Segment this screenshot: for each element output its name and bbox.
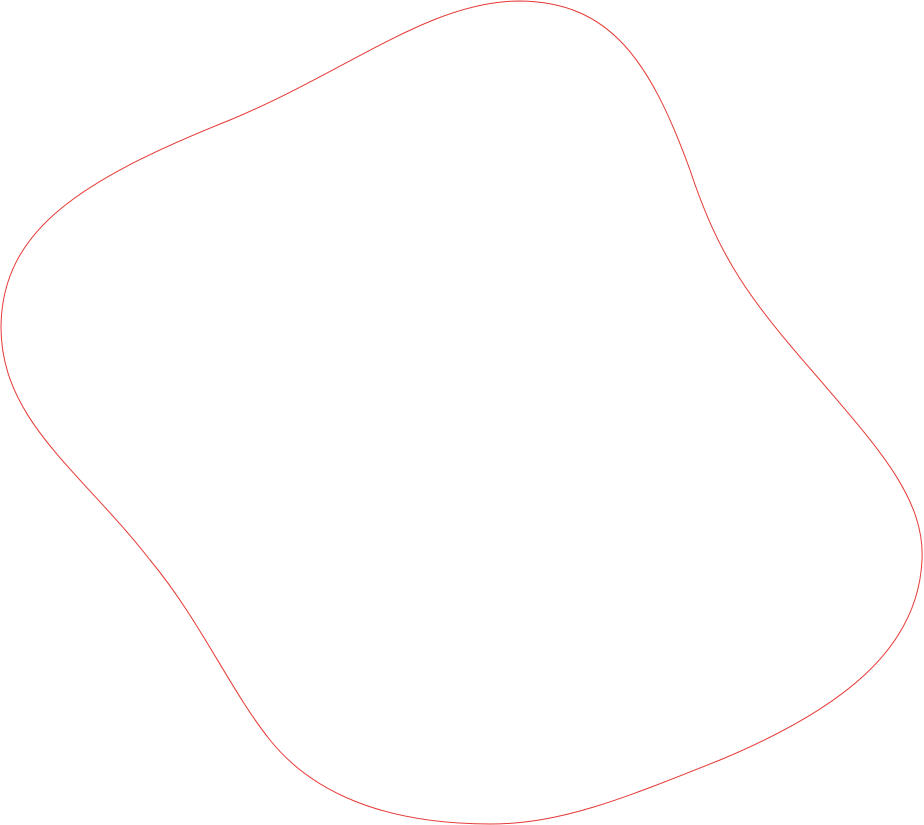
page <box>0 0 924 825</box>
canvas <box>0 0 923 825</box>
blob-outline <box>0 0 923 825</box>
